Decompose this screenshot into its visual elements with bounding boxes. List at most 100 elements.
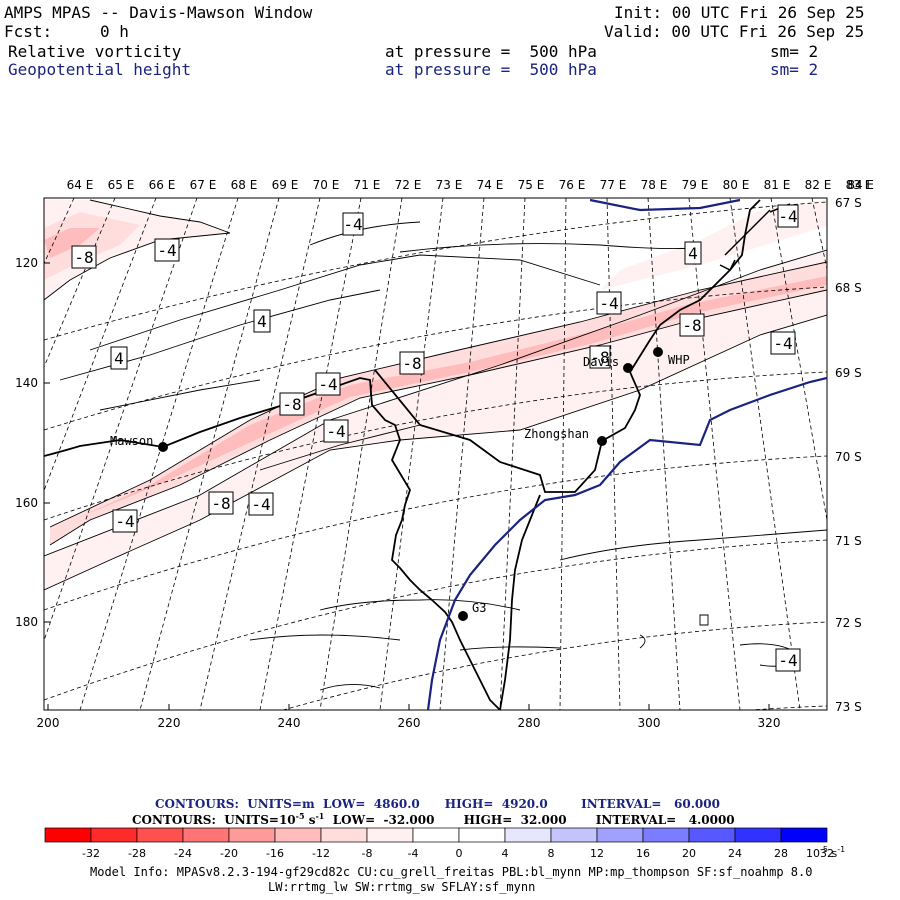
svg-text:-8: -8 [682, 316, 701, 335]
map-canvas: -8 -4 -4 4 -4 4 4 -4 -4 -8 -4 -4 -8 -8 -… [15, 178, 874, 730]
vorticity-shading [44, 198, 827, 710]
svg-text:4: 4 [114, 349, 124, 368]
contour-label-group: -8 -4 -4 4 -4 4 4 -4 -4 -8 -4 -4 -8 -8 -… [71, 204, 801, 672]
map-frame [43, 197, 828, 711]
svg-text:68 S: 68 S [835, 281, 862, 295]
legend-color-swatch [320, 827, 368, 843]
svg-text:77 E: 77 E [600, 178, 627, 192]
svg-text:76 E: 76 E [559, 178, 586, 192]
legend-color-swatch [596, 827, 644, 843]
field-2-level: at pressure = 500 hPa [385, 60, 597, 79]
svg-text:72 E: 72 E [395, 178, 422, 192]
svg-text:73 E: 73 E [436, 178, 463, 192]
svg-text:82 E: 82 E [805, 178, 832, 192]
svg-text:-4: -4 [157, 241, 176, 260]
legend-color-swatch [780, 827, 828, 843]
station-davis: Davis [583, 355, 633, 373]
svg-text:64 E: 64 E [67, 178, 94, 192]
field-1-smoothing: sm= 2 [770, 42, 819, 61]
svg-text:83 E: 83 E [846, 178, 873, 192]
contour-label: 4 [684, 241, 702, 265]
contour-label: -4 [342, 212, 364, 236]
field-1-name: Relative vorticity [8, 42, 182, 61]
svg-text:260: 260 [398, 716, 421, 730]
y-axis-ticks: 120 140 160 180 [15, 256, 50, 629]
legend-tick-label: -4 [408, 847, 419, 860]
svg-text:69 E: 69 E [272, 178, 299, 192]
svg-text:71 S: 71 S [835, 534, 862, 548]
svg-text:72 S: 72 S [835, 616, 862, 630]
app-title: AMPS MPAS -- Davis-Mawson Window [4, 3, 313, 22]
ice-shelf-edge [499, 494, 541, 710]
svg-text:320: 320 [758, 716, 781, 730]
svg-text:80 E: 80 E [723, 178, 750, 192]
svg-text:-4: -4 [343, 215, 362, 234]
svg-text:-4: -4 [599, 294, 618, 313]
svg-text:Zhongshan: Zhongshan [524, 427, 589, 441]
svg-text:81 E: 81 E [764, 178, 791, 192]
legend-tick-label: 8 [548, 847, 555, 860]
svg-text:70 S: 70 S [835, 450, 862, 464]
contour-label: -8 [279, 392, 305, 416]
svg-text:220: 220 [158, 716, 181, 730]
init-time: Init: 00 UTC Fri 26 Sep 25 [614, 3, 865, 22]
legend-color-swatch [458, 827, 506, 843]
contour-label: -4 [770, 331, 796, 355]
svg-text:G3: G3 [472, 601, 486, 615]
legend-tick-label: 24 [728, 847, 742, 860]
svg-text:74 E: 74 E [477, 178, 504, 192]
legend-color-swatch [44, 827, 92, 843]
contour-label: -8 [208, 491, 234, 515]
vorticity-contours [44, 199, 827, 691]
svg-text:Davis: Davis [583, 355, 619, 369]
legend-color-swatch [688, 827, 736, 843]
contour-label: -4 [777, 204, 799, 228]
svg-text:160: 160 [15, 496, 38, 510]
contour-label: -8 [679, 313, 705, 337]
stations: Mawson Davis WHP Zhongshan G3 [110, 347, 690, 621]
legend-color-swatch [366, 827, 414, 843]
field-2-smoothing: sm= 2 [770, 60, 819, 79]
svg-text:-4: -4 [318, 375, 337, 394]
legend-tick-label: 20 [682, 847, 696, 860]
legend-tick-label: -20 [220, 847, 238, 860]
legend-tick-label: -28 [128, 847, 146, 860]
station-zhongshan: Zhongshan [524, 427, 607, 446]
legend-color-swatch [734, 827, 782, 843]
coastline-east [374, 199, 761, 493]
svg-text:4: 4 [257, 312, 267, 331]
svg-text:240: 240 [278, 716, 301, 730]
coastline-west [44, 377, 501, 710]
legend-color-swatch [90, 827, 138, 843]
legend-color-swatch [412, 827, 460, 843]
legend-tick-label: -32 [82, 847, 100, 860]
svg-text:69 S: 69 S [835, 366, 862, 380]
svg-text:67 S: 67 S [835, 196, 862, 210]
svg-text:WHP: WHP [668, 353, 690, 367]
svg-text:-4: -4 [778, 207, 797, 226]
legend-color-swatch [136, 827, 184, 843]
legend-units: 10-5 s-1 [806, 845, 845, 860]
model-info-line1: Model Info: MPASv8.2.3-194-gf29cd82c CU:… [90, 865, 813, 879]
field-2-name: Geopotential height [8, 60, 192, 79]
longitude-grid [44, 198, 827, 710]
svg-text:180: 180 [15, 615, 38, 629]
svg-text:71 E: 71 E [354, 178, 381, 192]
svg-text:-4: -4 [773, 334, 792, 353]
svg-text:140: 140 [15, 376, 38, 390]
legend-tick-label: 32 [820, 847, 834, 860]
legend-tick-label: -8 [362, 847, 373, 860]
legend-tick-label: 12 [590, 847, 604, 860]
contour-label: -4 [323, 419, 349, 443]
svg-text:75 E: 75 E [518, 178, 545, 192]
svg-text:4: 4 [688, 244, 698, 263]
legend-color-swatch [274, 827, 322, 843]
svg-text:300: 300 [638, 716, 661, 730]
legend-color-swatch [550, 827, 598, 843]
svg-text:-4: -4 [251, 495, 270, 514]
legend-tick-label: -16 [266, 847, 284, 860]
contour-label: -4 [315, 372, 341, 396]
svg-text:-4: -4 [778, 651, 797, 670]
svg-text:67 E: 67 E [190, 178, 217, 192]
legend-tick-label: -12 [312, 847, 330, 860]
